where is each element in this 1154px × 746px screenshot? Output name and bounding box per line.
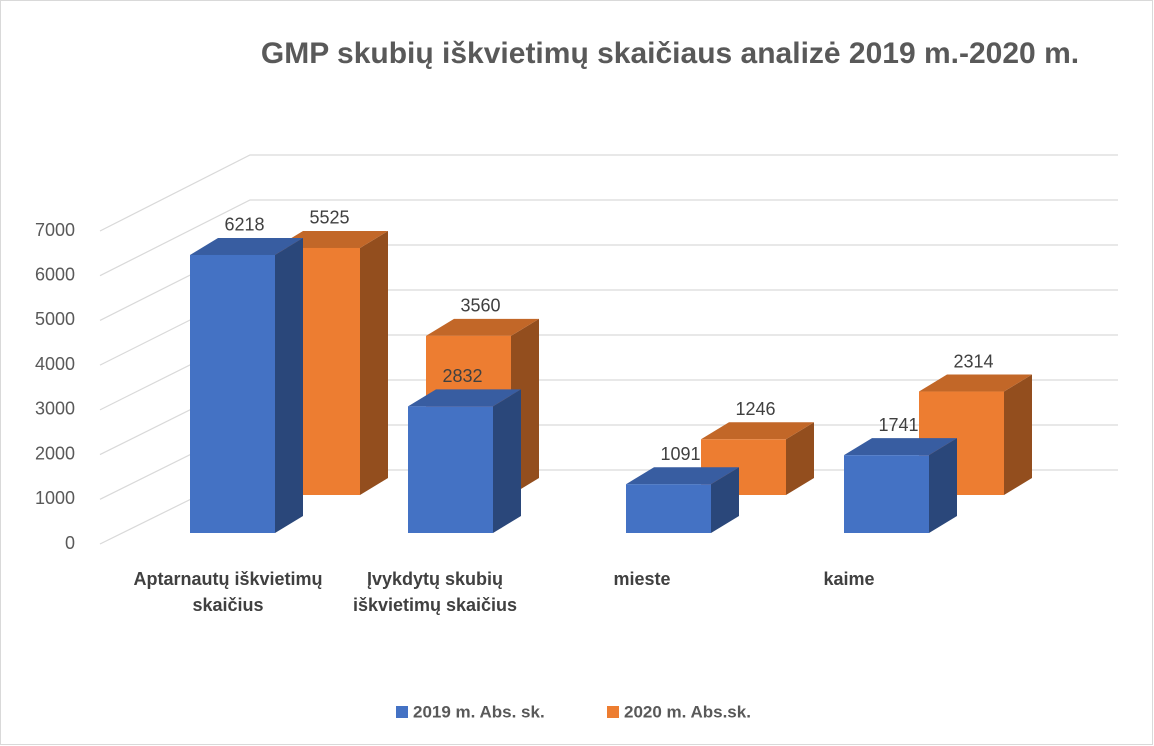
y-tick-label: 5000 [35,309,75,329]
bar-side [275,237,303,534]
bar-top [190,237,303,255]
data-label: 6218 [224,215,264,235]
bar-side [360,230,388,496]
data-label: 2314 [953,351,993,371]
chart-title: GMP skubių iškvietimų skaičiaus analizė … [261,37,1079,70]
y-tick-label: 4000 [35,354,75,374]
legend-label: 2020 m. Abs.sk. [624,702,751,721]
bar [190,254,275,534]
bar-side [711,467,739,533]
bar-top [919,374,1032,392]
data-label: 1091 [660,444,700,464]
bar-side [786,422,814,495]
data-label: 2832 [442,366,482,386]
y-tick-label: 7000 [35,220,75,240]
legend-label: 2019 m. Abs. sk. [413,702,545,721]
bar [844,455,929,533]
bar-top [408,389,521,407]
y-tick-label: 2000 [35,443,75,463]
legend-swatch [607,706,619,718]
x-tick-label: Įvykdytų skubių iškvietimų skaičius [352,569,518,615]
bar [626,484,711,533]
legend-swatch [396,706,408,718]
data-label: 5525 [309,208,349,228]
y-tick-label: 0 [65,533,75,553]
y-tick-label: 6000 [35,264,75,284]
data-label: 3560 [460,296,500,316]
data-label: 1246 [735,399,775,419]
grid-line [99,154,1118,232]
grid-line [99,199,1118,277]
bar-top [844,438,957,456]
y-tick-label: 3000 [35,399,75,419]
bar-side [929,438,957,533]
bar-top [626,467,739,485]
bar-top [426,318,539,336]
bar-top [275,230,388,248]
bar [408,406,493,533]
y-tick-label: 1000 [35,488,75,508]
x-tick-label: Aptarnautų iškvietimų skaičius [133,569,323,615]
bar-top [701,422,814,440]
x-tick-label: mieste [613,569,671,589]
x-tick-label: kaime [823,569,875,589]
bar-side [1004,374,1032,495]
bar-side [493,389,521,533]
data-label: 1741 [878,415,918,435]
